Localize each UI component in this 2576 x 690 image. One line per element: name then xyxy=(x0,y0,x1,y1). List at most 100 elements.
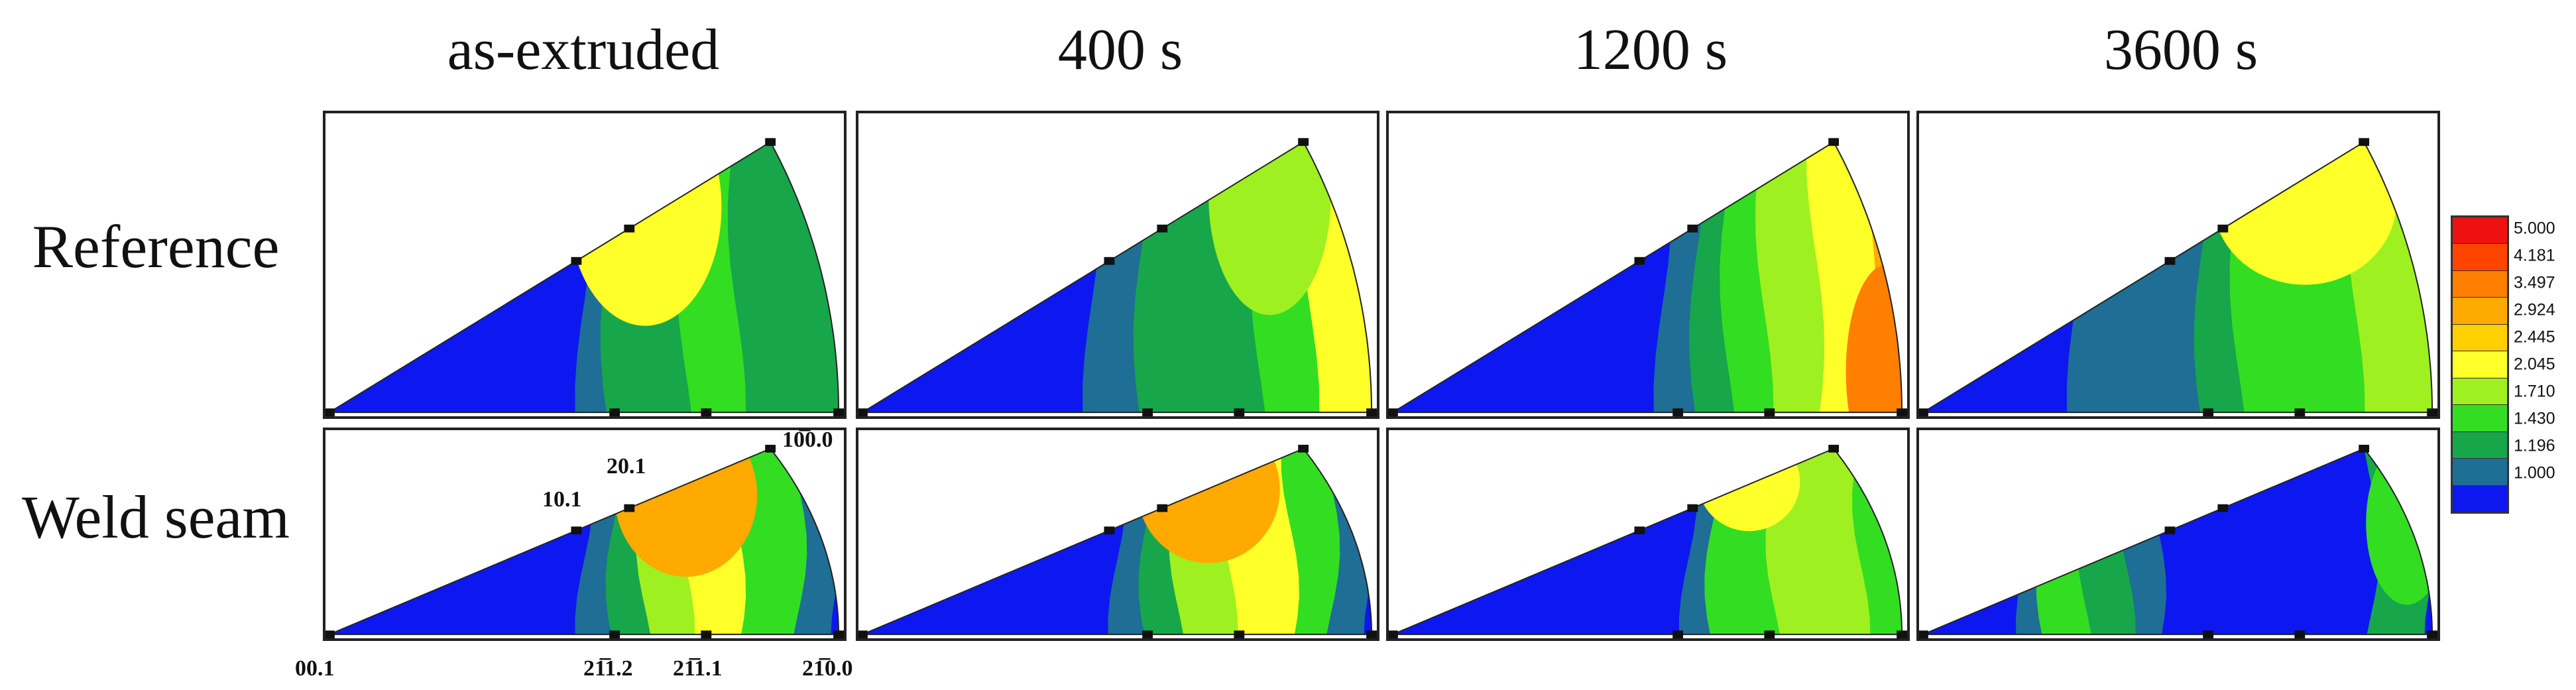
pole-marker xyxy=(1142,408,1153,416)
ipf-contour-svg xyxy=(1919,138,2437,416)
pole-marker xyxy=(2203,408,2214,416)
pole-marker xyxy=(1366,408,1377,416)
legend-value: 1.430 xyxy=(2514,409,2555,428)
ipf-panel-reference-400s xyxy=(856,111,1379,419)
pole-marker xyxy=(2359,138,2370,146)
pole-marker xyxy=(701,408,712,416)
pole-marker xyxy=(765,138,776,146)
pole-marker xyxy=(1764,630,1775,638)
pole-label-10-1: 10.1 xyxy=(542,487,582,512)
pole-marker xyxy=(571,257,582,265)
pole-marker xyxy=(2294,408,2306,416)
pole-marker xyxy=(1104,257,1115,265)
pole-marker xyxy=(1234,408,1245,416)
color-legend xyxy=(2451,215,2509,514)
legend-value: 5.000 xyxy=(2514,219,2555,238)
pole-label-20-1: 20.1 xyxy=(607,454,646,479)
ipf-contour-svg xyxy=(858,138,1377,416)
pole-marker xyxy=(1897,408,1907,416)
pole-marker xyxy=(1142,630,1153,638)
legend-swatch xyxy=(2453,485,2507,512)
ipf-contour-svg xyxy=(325,138,844,416)
legend-labels: 5.000 4.181 3.497 2.924 2.445 2.045 1.710 1.430… xyxy=(2514,215,2573,514)
pole-marker xyxy=(2427,408,2437,416)
contour-hotspot xyxy=(1698,448,1800,532)
pole-marker xyxy=(701,630,712,638)
pole-marker xyxy=(325,408,335,416)
pole-marker xyxy=(2164,526,2176,535)
pole-marker xyxy=(2217,504,2229,512)
pole-marker xyxy=(1157,504,1168,512)
contour-hotspot xyxy=(1208,142,1331,316)
pole-marker xyxy=(833,408,844,416)
contour-band xyxy=(727,142,839,413)
ipf-panel-reference-1200s xyxy=(1386,111,1910,419)
sector-outline xyxy=(329,447,840,636)
pole-marker xyxy=(1389,408,1398,416)
pole-marker xyxy=(765,445,776,453)
legend-swatch xyxy=(2453,297,2507,324)
pole-marker xyxy=(1389,630,1398,638)
ipf-panel-weld-3600s xyxy=(1916,428,2440,641)
sector-outline xyxy=(1392,447,1903,636)
pole-label-10-0: 10̅0.0 xyxy=(782,428,833,452)
pole-marker xyxy=(1828,138,1840,146)
pole-marker xyxy=(2217,224,2229,233)
sector-outline xyxy=(860,141,1373,414)
pole-marker xyxy=(858,408,868,416)
ipf-panel-reference-3600s xyxy=(1916,111,2440,419)
legend-swatch xyxy=(2453,431,2507,459)
ipf-contour-svg xyxy=(1389,445,1907,638)
pole-marker xyxy=(1634,257,1645,265)
row-label-weld-seam: Weld seam xyxy=(22,483,290,551)
ipf-panel-weld-1200s xyxy=(1386,428,1910,641)
legend-value: 1.000 xyxy=(2514,463,2555,483)
sector-outline xyxy=(1920,141,2433,414)
sector-outline xyxy=(1390,141,1903,414)
legend-swatch xyxy=(2453,217,2507,244)
contour-band xyxy=(2148,448,2382,635)
ipf-panel-weld-as-extruded xyxy=(323,428,847,641)
pole-marker xyxy=(833,630,844,638)
pole-label-21-0: 21̅0.0 xyxy=(802,656,853,681)
pole-marker xyxy=(1298,138,1309,146)
pole-marker xyxy=(2294,630,2306,638)
ipf-contour-svg xyxy=(1919,445,2437,638)
pole-marker xyxy=(858,630,868,638)
legend-swatch xyxy=(2453,243,2507,270)
pole-marker xyxy=(1687,224,1698,233)
pole-marker xyxy=(2164,257,2176,265)
pole-marker xyxy=(2427,630,2437,638)
pole-marker xyxy=(624,504,635,512)
legend-swatch xyxy=(2453,377,2507,405)
legend-value: 4.181 xyxy=(2514,246,2555,265)
pole-marker xyxy=(571,526,582,535)
pole-marker xyxy=(2359,445,2370,453)
sector-outline xyxy=(862,447,1373,636)
pole-marker xyxy=(1672,408,1684,416)
ipf-panel-weld-400s xyxy=(856,428,1379,641)
legend-swatch xyxy=(2453,323,2507,351)
column-title-as-extruded: as-extruded xyxy=(447,17,720,82)
pole-marker xyxy=(1919,408,1928,416)
pole-marker xyxy=(1104,526,1115,535)
pole-marker xyxy=(325,630,335,638)
pole-marker xyxy=(2203,630,2214,638)
legend-value: 2.924 xyxy=(2514,300,2555,319)
pole-marker xyxy=(1366,630,1377,638)
legend-swatch xyxy=(2453,404,2507,431)
ipf-contour-svg xyxy=(325,445,844,638)
pole-marker xyxy=(1234,630,1245,638)
pole-marker xyxy=(1828,445,1840,453)
pole-marker xyxy=(1897,630,1907,638)
ipf-contour-svg xyxy=(858,445,1377,638)
pole-marker xyxy=(1919,630,1928,638)
contour-band xyxy=(2066,142,2214,413)
contour-band xyxy=(2077,448,2137,635)
legend-value: 1.196 xyxy=(2514,436,2555,455)
legend-value: 2.045 xyxy=(2514,355,2555,374)
column-title-3600s: 3600 s xyxy=(2103,17,2258,82)
legend-value: 3.497 xyxy=(2514,273,2555,292)
column-title-400s: 400 s xyxy=(1057,17,1183,82)
pole-marker xyxy=(624,224,635,233)
